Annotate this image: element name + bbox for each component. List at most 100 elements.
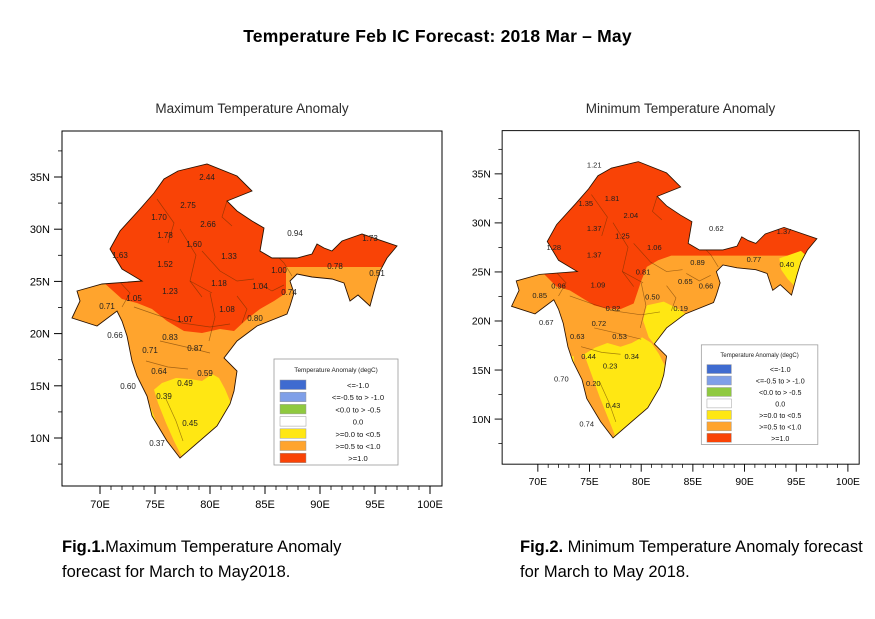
y-tick-label: 30N — [30, 224, 50, 236]
region-value-label: 1.52 — [157, 260, 173, 269]
region-value-label: 2.04 — [624, 211, 639, 220]
caption-fig2: Fig.2. Minimum Temperature Anomaly forec… — [520, 535, 864, 585]
legend-label: <=-0.5 to > -1.0 — [332, 393, 384, 402]
caption-fig1-label: Fig.1. — [62, 538, 106, 556]
region-value-label: 2.66 — [200, 220, 216, 229]
map-legend: Temperature Anomaly (degC) <=-1.0 <=-0.5 t… — [700, 344, 819, 445]
bangladesh-gap — [721, 267, 770, 311]
x-tick-label: 95E — [787, 477, 805, 488]
india-outline — [510, 161, 818, 439]
india-landmass — [72, 164, 397, 458]
region-value-label: 1.25 — [615, 232, 630, 241]
region-value-label: 0.45 — [182, 419, 198, 428]
legend-swatch — [279, 379, 307, 390]
region-value-label: 0.60 — [120, 382, 136, 391]
legend-swatch — [706, 375, 732, 386]
plot-frame — [501, 130, 860, 465]
legend-title: Temperature Anomaly (degC) — [720, 353, 798, 359]
region-value-label: 1.21 — [587, 160, 602, 169]
legend-swatch — [706, 433, 732, 443]
legend-swatch — [706, 364, 732, 374]
region-value-label: 0.64 — [151, 367, 167, 376]
region-value-label: 1.07 — [177, 315, 193, 324]
legend-label: >=0.5 to <1.0 — [336, 442, 381, 451]
region-value-label: 0.67 — [539, 318, 554, 327]
x-axis: 70E 75E 80E 85E 90E 95E 100E — [529, 464, 860, 488]
region-value-label: 1.78 — [157, 231, 173, 240]
x-tick-label: 90E — [310, 499, 330, 511]
y-tick-label: 10N — [472, 415, 491, 426]
figure-min-temp: Minimum Temperature Anomaly 70E 75E 80E 85E… — [470, 101, 865, 527]
x-tick-label: 85E — [684, 477, 702, 488]
legend-swatch — [279, 428, 307, 439]
region-value-label: 0.62 — [709, 224, 724, 233]
region-value-label: 0.39 — [156, 392, 172, 401]
region-value-label: 0.63 — [570, 332, 585, 341]
x-axis: 70E 75E 80E 85E 90E 95E 100E — [90, 486, 443, 511]
region-value-label: 0.34 — [624, 352, 639, 361]
region-value-label: 0.83 — [162, 333, 178, 342]
x-tick-label: 90E — [735, 477, 753, 488]
legend-swatch — [706, 421, 732, 432]
legend-swatch — [279, 416, 307, 427]
caption-fig2-text: Minimum Temperature Anomaly forecast for… — [520, 538, 863, 581]
region-value-label: 1.05 — [126, 294, 142, 303]
captions-row: Fig.1.Maximum Temperature Anomaly foreca… — [0, 535, 875, 585]
region-value-label: 0.37 — [149, 439, 165, 448]
region-value-label: 1.37 — [587, 224, 602, 233]
region-value-label: 0.49 — [177, 379, 193, 388]
y-tick-label: 10N — [30, 433, 50, 445]
region-value-label: 1.37 — [777, 227, 792, 236]
x-tick-label: 70E — [90, 499, 110, 511]
plot-title-min: Minimum Temperature Anomaly — [585, 101, 776, 116]
region-value-label: 0.66 — [107, 331, 123, 340]
region-value-label: 1.33 — [221, 252, 237, 261]
y-tick-label: 15N — [30, 381, 50, 393]
region-value-label: 0.50 — [645, 293, 660, 302]
legend-swatch — [279, 452, 307, 463]
region-value-label: 0.53 — [612, 332, 627, 341]
region-value-label: 0.96 — [551, 281, 566, 290]
x-tick-label: 95E — [365, 499, 385, 511]
region-value-label: 0.74 — [281, 288, 297, 297]
region-value-label: 1.35 — [578, 199, 593, 208]
x-tick-label: 80E — [632, 477, 650, 488]
legend-label: <0.0 to > -0.5 — [335, 405, 380, 414]
region-value-label: 1.06 — [647, 243, 662, 252]
y-tick-label: 35N — [472, 170, 491, 181]
region-value-label: 1.70 — [151, 213, 167, 222]
region-value-label: 0.59 — [197, 369, 213, 378]
region-value-label: 0.87 — [187, 344, 203, 353]
x-tick-label: 100E — [836, 477, 860, 488]
region-value-label: 0.74 — [579, 420, 594, 429]
region-value-label: 0.77 — [747, 255, 762, 264]
india-map-max-temp: 70E 75E 80E 85E 90E 95E 100E 35N 30N 25N 20N 15N 10N… — [30, 130, 443, 511]
y-tick-label: 35N — [30, 172, 50, 184]
region-value-label: 0.44 — [581, 352, 596, 361]
legend-label: >=1.0 — [771, 435, 789, 443]
y-axis: 35N 30N 25N 20N 15N 10N — [30, 150, 62, 465]
region-value-label: 1.73 — [362, 234, 378, 243]
legend-label: 0.0 — [775, 400, 785, 408]
x-tick-label: 85E — [255, 499, 275, 511]
x-tick-label: 100E — [417, 499, 443, 511]
region-value-label: 0.19 — [673, 304, 688, 313]
caption-fig1-text: Maximum Temperature Anomaly forecast for… — [62, 538, 342, 581]
region-value-label: 0.78 — [327, 262, 343, 271]
region-value-label: 0.40 — [780, 260, 795, 269]
region-value-label: 1.08 — [219, 305, 235, 314]
legend-swatch — [706, 387, 732, 397]
plot-title-max: Maximum Temperature Anomaly — [155, 101, 349, 116]
region-value-label: 1.37 — [587, 250, 602, 259]
region-value-label: 1.04 — [252, 282, 268, 291]
figures-row: Maximum Temperature Anomaly 70E 75E 80E 85E… — [28, 101, 875, 527]
y-tick-label: 15N — [472, 366, 491, 377]
region-value-label: 0.89 — [690, 258, 705, 267]
legend-swatch — [706, 410, 732, 420]
region-value-label: 1.63 — [112, 251, 128, 260]
caption-fig2-label: Fig.2. — [520, 538, 564, 556]
region-value-label: 0.51 — [369, 269, 385, 278]
region-value-label: 0.71 — [99, 302, 115, 311]
region-value-labels: 1.21 1.81 1.35 2.04 1.37 1.25 1.28 1.37 1.06 0.62… — [532, 160, 794, 428]
x-tick-label: 75E — [145, 499, 165, 511]
